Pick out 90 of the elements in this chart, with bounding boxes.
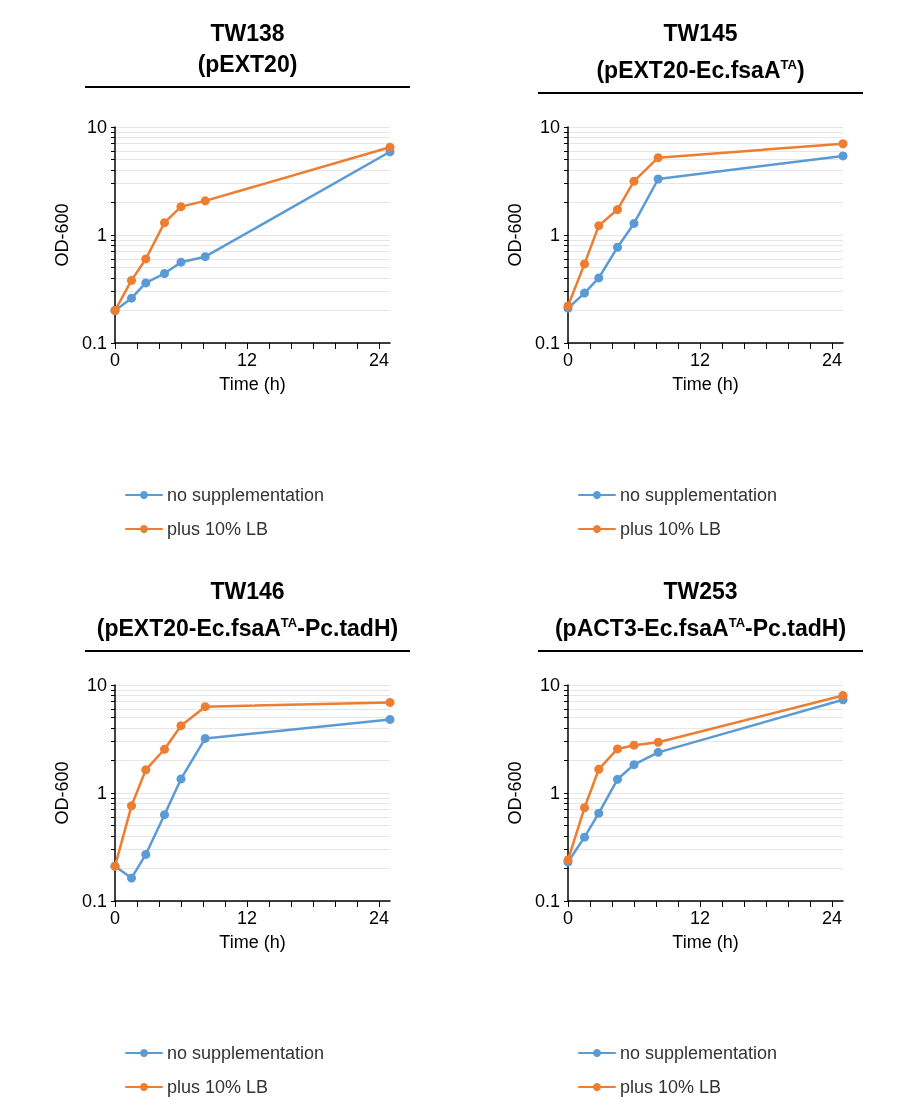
point bbox=[127, 873, 136, 883]
point bbox=[200, 196, 210, 206]
point bbox=[629, 176, 639, 186]
point bbox=[200, 702, 210, 712]
point bbox=[176, 774, 186, 784]
y-tick-label: 0.1 bbox=[534, 891, 560, 911]
point bbox=[838, 151, 848, 161]
x-tick-label: 24 bbox=[368, 908, 390, 928]
point bbox=[629, 760, 639, 770]
y-tick-label: 0.1 bbox=[534, 333, 560, 353]
legend-label: plus 10% LB bbox=[620, 519, 722, 539]
point bbox=[385, 714, 395, 724]
y-tick-label: 10 bbox=[86, 675, 107, 695]
point bbox=[594, 764, 604, 774]
point bbox=[176, 721, 186, 731]
point bbox=[594, 273, 604, 283]
point bbox=[629, 740, 639, 750]
legend-label: no supplementation bbox=[167, 485, 325, 505]
y-tick-label: 1 bbox=[549, 225, 560, 245]
point bbox=[613, 774, 622, 784]
legend-label: no supplementation bbox=[620, 1043, 778, 1063]
point bbox=[127, 801, 136, 811]
x-axis-title: Time (h) bbox=[672, 374, 739, 394]
legend-label: no supplementation bbox=[167, 1043, 325, 1063]
point bbox=[838, 139, 848, 149]
y-tick-label: 0.1 bbox=[81, 891, 107, 911]
point bbox=[613, 242, 622, 252]
chart-title: TW146 (pEXT20-Ec.fsaA$^{TA}$-Pc.tadH) bbox=[85, 576, 410, 652]
point bbox=[653, 174, 663, 184]
y-axis-title: OD-600 bbox=[505, 203, 526, 267]
y-axis-title: OD-600 bbox=[52, 203, 73, 267]
y-tick-label: 1 bbox=[96, 225, 107, 245]
point bbox=[580, 259, 589, 269]
x-tick-label: 24 bbox=[821, 350, 843, 370]
point bbox=[176, 202, 186, 212]
y-tick-label: 1 bbox=[96, 783, 107, 803]
legend-label: no supplementation bbox=[620, 485, 778, 505]
x-tick-label: 0 bbox=[562, 350, 574, 370]
point bbox=[613, 205, 622, 215]
x-tick-label: 0 bbox=[109, 350, 121, 370]
point bbox=[127, 293, 136, 303]
x-tick-label: 12 bbox=[689, 908, 711, 928]
point bbox=[160, 810, 169, 820]
y-tick-label: 10 bbox=[539, 675, 560, 695]
x-axis-title: Time (h) bbox=[672, 932, 739, 952]
point bbox=[200, 252, 210, 262]
point bbox=[838, 690, 848, 700]
legend-label: plus 10% LB bbox=[167, 519, 269, 539]
point bbox=[613, 744, 622, 754]
point bbox=[580, 288, 589, 298]
x-tick-label: 12 bbox=[236, 350, 258, 370]
x-axis-title: Time (h) bbox=[219, 932, 286, 952]
point bbox=[141, 278, 151, 288]
legend-label: plus 10% LB bbox=[620, 1077, 722, 1097]
x-tick-label: 24 bbox=[368, 350, 390, 370]
y-tick-label: 10 bbox=[539, 117, 560, 137]
point bbox=[160, 744, 169, 754]
y-tick-label: 1 bbox=[549, 783, 560, 803]
point bbox=[160, 218, 169, 228]
y-tick-label: 10 bbox=[86, 117, 107, 137]
point bbox=[141, 254, 151, 264]
point bbox=[653, 153, 663, 163]
point bbox=[594, 221, 604, 231]
chart-title: TW145 (pEXT20-Ec.fsaA$^{TA}$) bbox=[538, 18, 863, 94]
x-tick-label: 0 bbox=[562, 908, 574, 928]
point bbox=[580, 803, 589, 813]
point bbox=[200, 733, 210, 743]
chart-title: TW253 (pACT3-Ec.fsaA$^{TA}$-Pc.tadH) bbox=[538, 576, 863, 652]
y-axis-title: OD-600 bbox=[505, 761, 526, 825]
x-axis-title: Time (h) bbox=[219, 374, 286, 394]
point bbox=[127, 275, 136, 285]
point bbox=[385, 697, 395, 707]
point bbox=[385, 142, 395, 152]
point bbox=[141, 765, 151, 775]
x-tick-label: 24 bbox=[821, 908, 843, 928]
legend-label: plus 10% LB bbox=[167, 1077, 269, 1097]
chart-title: TW138 (pEXT20) bbox=[85, 18, 410, 88]
x-tick-label: 0 bbox=[109, 908, 121, 928]
point bbox=[629, 218, 639, 228]
point bbox=[594, 808, 604, 818]
y-tick-label: 0.1 bbox=[81, 333, 107, 353]
point bbox=[176, 257, 186, 267]
x-tick-label: 12 bbox=[236, 908, 258, 928]
point bbox=[580, 832, 589, 842]
point bbox=[160, 269, 169, 278]
point bbox=[141, 849, 151, 859]
point bbox=[653, 737, 663, 747]
y-axis-title: OD-600 bbox=[52, 761, 73, 825]
x-tick-label: 12 bbox=[689, 350, 711, 370]
point bbox=[653, 747, 663, 757]
